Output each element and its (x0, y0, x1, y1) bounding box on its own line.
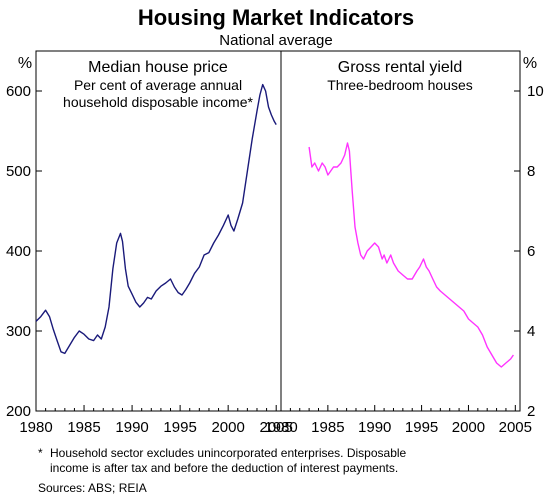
house-price-line (35, 83, 277, 355)
x-tick-label: 1995 (163, 419, 196, 436)
y-tick-label-right: 10 (527, 83, 544, 100)
x-tick-label: 2000 (452, 419, 485, 436)
footnote-line-1: Household sector excludes unincorporated… (50, 446, 407, 460)
y-tick-label-right: 2 (527, 403, 535, 420)
sources-note: Sources: ABS; REIA (38, 481, 147, 495)
y-tick-label-left: 400 (6, 243, 31, 260)
left-panel-subtitle-2: household disposable income* (63, 94, 253, 110)
chart-subtitle: National average (219, 32, 332, 49)
footnote-line-2: income is after tax and before the deduc… (50, 461, 399, 475)
x-tick-label: 1985 (67, 419, 100, 436)
left-panel-subtitle-1: Per cent of average annual (74, 77, 242, 93)
x-tick-label: 2005 (260, 419, 293, 436)
right-panel-subtitle: Three-bedroom houses (327, 77, 473, 93)
rental-yield-line (308, 142, 514, 368)
right-y-unit: % (523, 55, 537, 72)
right-panel-title: Gross rental yield (338, 59, 463, 76)
x-tick-label: 1995 (405, 419, 438, 436)
x-tick-label: 1990 (358, 419, 391, 436)
y-tick-label-left: 600 (6, 83, 31, 100)
x-tick-label: 1980 (264, 419, 297, 436)
left-y-unit: % (18, 55, 32, 72)
y-tick-label-left: 200 (6, 403, 31, 420)
x-tick-label: 1990 (115, 419, 148, 436)
plot-frame (35, 50, 521, 412)
y-tick-label-right: 4 (527, 323, 535, 340)
footnote-marker: * (38, 446, 43, 460)
y-tick-label-right: 6 (527, 243, 535, 260)
left-panel-title: Median house price (88, 59, 228, 76)
chart-title: Housing Market Indicators (138, 5, 414, 30)
x-tick-label: 2000 (211, 419, 244, 436)
x-tick-label: 1980 (19, 419, 52, 436)
x-tick-label: 2005 (499, 419, 532, 436)
x-tick-label: 1985 (311, 419, 344, 436)
y-tick-label-right: 8 (527, 163, 535, 180)
y-tick-label-left: 300 (6, 323, 31, 340)
y-tick-label-left: 500 (6, 163, 31, 180)
